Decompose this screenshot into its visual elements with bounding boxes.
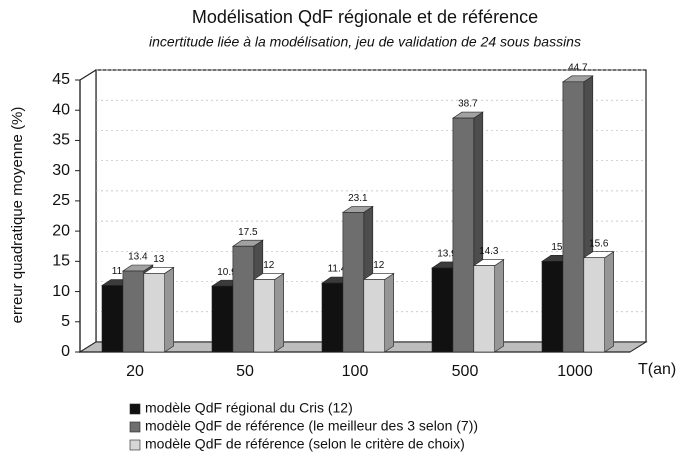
value-label: 12 (263, 260, 275, 271)
bar-side (604, 251, 615, 353)
x-tick-label: 20 (126, 363, 144, 380)
value-label: 17.5 (238, 227, 258, 238)
legend-label: modèle QdF de référence (le meilleur des… (145, 418, 478, 434)
bar-side (164, 266, 174, 353)
y-tick-label: 40 (52, 101, 70, 118)
x-tick-label: 50 (236, 363, 254, 380)
value-label: 13 (153, 254, 165, 265)
left-wall (79, 68, 97, 354)
value-label: 13.4 (128, 252, 148, 263)
bar (143, 273, 166, 353)
bar (363, 279, 385, 353)
value-label: 13.9 (437, 249, 457, 260)
y-tick-label: 45 (52, 71, 70, 88)
bar (101, 285, 124, 353)
y-tick-label: 30 (52, 162, 70, 179)
value-label: 23.1 (348, 193, 368, 204)
legend-label: modèle QdF régional du Cris (12) (145, 400, 353, 416)
x-tick-label: 100 (342, 363, 369, 380)
bar (122, 270, 145, 353)
bar (253, 279, 276, 353)
legend-swatch (129, 403, 141, 415)
y-tick-label: 5 (61, 313, 70, 330)
value-label: 44.7 (568, 62, 588, 73)
value-label: 11 (112, 266, 123, 277)
y-axis-label: erreur quadratique moyenne (%) (9, 107, 26, 324)
bar (562, 81, 585, 353)
y-tick-label: 0 (61, 343, 70, 360)
legend-label: modèle QdF de référence (selon le critèr… (145, 436, 465, 452)
bar (452, 117, 475, 353)
bar (541, 261, 564, 353)
bar (473, 265, 495, 353)
value-label: 10.9 (217, 267, 237, 278)
bar (211, 285, 234, 353)
chart-subtitle: incertitude liée à la modélisation, jeu … (149, 34, 581, 50)
y-tick-label: 20 (52, 222, 70, 239)
bar (431, 267, 454, 353)
bar (583, 257, 605, 353)
value-label: 38.7 (458, 99, 478, 110)
y-tick-label: 15 (52, 253, 70, 270)
value-label: 15 (551, 242, 563, 253)
bar (321, 282, 344, 353)
value-label: 11.4 (328, 264, 347, 275)
bar (232, 245, 255, 353)
chart-title: Modélisation QdF régionale et de référen… (192, 7, 538, 27)
value-label: 12 (373, 260, 385, 271)
y-tick-label: 25 (52, 192, 70, 209)
bar-side (494, 259, 505, 353)
value-label: 14.3 (479, 246, 499, 257)
y-tick-label: 35 (52, 132, 70, 149)
legend-swatch (129, 421, 141, 433)
y-tick-label: 10 (52, 283, 70, 300)
bar-side (384, 272, 395, 353)
legend-swatch (129, 439, 141, 451)
value-label: 15.6 (589, 238, 609, 249)
x-axis-label: T(an) (638, 361, 676, 378)
bar-side (274, 272, 285, 353)
x-tick-label: 1000 (557, 363, 593, 380)
bar (342, 212, 365, 353)
x-tick-label: 500 (452, 363, 479, 380)
